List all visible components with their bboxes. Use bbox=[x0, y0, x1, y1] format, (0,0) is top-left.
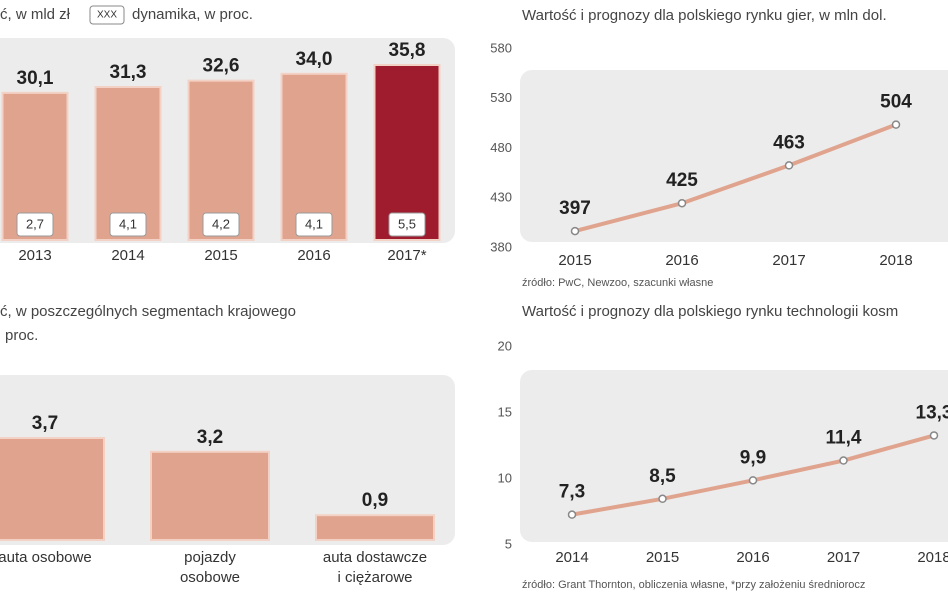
value-label: 463 bbox=[773, 132, 805, 153]
growth-box bbox=[202, 212, 240, 237]
growth-box bbox=[388, 212, 426, 237]
point bbox=[929, 431, 939, 440]
value-label: 32,6 bbox=[203, 56, 240, 77]
growth-box bbox=[16, 212, 54, 237]
value-label: 397 bbox=[559, 198, 591, 219]
line bbox=[574, 122, 897, 234]
value-label: 11,4 bbox=[826, 428, 862, 449]
x-tick-label: pojazdy bbox=[184, 549, 236, 566]
x-tick-label: 2015 bbox=[204, 247, 237, 264]
value-label: 34,0 bbox=[296, 49, 333, 70]
value-label: 7,3 bbox=[559, 482, 585, 503]
point bbox=[567, 510, 577, 519]
x-tick-label: auta dostawcze bbox=[323, 549, 427, 566]
chart-title: proc. bbox=[5, 327, 38, 344]
bar bbox=[315, 514, 435, 542]
x-tick-label: i ciężarowe bbox=[337, 569, 412, 586]
x-tick-label: 2016 bbox=[665, 252, 698, 269]
x-tick-label: 2017 bbox=[772, 252, 805, 269]
y-tick-label: 5 bbox=[505, 536, 512, 551]
chart-title: Wartość i prognozy dla polskiego rynku g… bbox=[522, 7, 887, 24]
value-label: 0,9 bbox=[362, 490, 388, 511]
x-tick-label: 2014 bbox=[111, 247, 144, 264]
legend-box bbox=[89, 5, 125, 25]
legend-box-label: XXX bbox=[97, 10, 117, 21]
panel bbox=[520, 70, 948, 242]
x-tick-label: 2018 bbox=[917, 549, 948, 566]
value-label: 9,9 bbox=[740, 447, 766, 468]
source: źródło: PwC, Newzoo, szacunki własne bbox=[522, 277, 713, 289]
x-tick-label: osobowe bbox=[180, 569, 240, 586]
value-label: 3,7 bbox=[32, 413, 58, 434]
x-tick-label: 2018 bbox=[879, 252, 912, 269]
point bbox=[677, 198, 687, 208]
growth-label: 4,2 bbox=[212, 216, 230, 231]
value-label: 504 bbox=[880, 92, 912, 113]
value-label: 425 bbox=[666, 170, 698, 191]
panel bbox=[520, 370, 948, 542]
x-tick-label: 2016 bbox=[736, 549, 769, 566]
point bbox=[748, 476, 758, 485]
x-tick-label: 2014 bbox=[555, 549, 588, 566]
y-tick-label: 20 bbox=[498, 338, 512, 353]
source: źródło: Grant Thornton, obliczenia własn… bbox=[522, 579, 865, 591]
chart-title: ć, w poszczególnych segmentach krajowego bbox=[0, 303, 296, 320]
legend-label: dynamika, w proc. bbox=[132, 6, 253, 23]
chart-title: ć, w mld zł bbox=[0, 6, 71, 23]
x-tick-label: 2017 bbox=[827, 549, 860, 566]
growth-label: 4,1 bbox=[305, 216, 323, 231]
growth-label: 4,1 bbox=[119, 216, 137, 231]
point bbox=[658, 494, 667, 504]
value-label: 3,2 bbox=[197, 427, 223, 448]
growth-box bbox=[109, 212, 147, 237]
value-label: 8,5 bbox=[649, 466, 676, 487]
x-tick-label: 2016 bbox=[297, 247, 330, 264]
x-tick-label: 2013 bbox=[18, 247, 51, 264]
x-tick-label: 2017* bbox=[387, 247, 426, 264]
chart-title: Wartość i prognozy dla polskiego rynku t… bbox=[522, 303, 898, 320]
bar bbox=[0, 437, 105, 541]
point bbox=[784, 161, 794, 170]
value-label: 13,3 bbox=[916, 402, 948, 423]
y-tick-label: 15 bbox=[498, 404, 512, 419]
growth-label: 5,5 bbox=[398, 216, 416, 231]
y-tick-label: 10 bbox=[498, 470, 512, 485]
point bbox=[839, 456, 848, 465]
value-label: 30,1 bbox=[17, 68, 54, 89]
x-tick-label: 2015 bbox=[558, 252, 591, 269]
value-label: 31,3 bbox=[110, 62, 147, 83]
x-tick-label: 2015 bbox=[646, 549, 679, 566]
bar bbox=[280, 72, 348, 241]
point bbox=[891, 120, 901, 129]
bar bbox=[373, 64, 441, 241]
y-tick-label: 480 bbox=[490, 140, 512, 155]
bar bbox=[150, 450, 270, 541]
point bbox=[570, 226, 580, 236]
y-tick-label: 430 bbox=[490, 190, 512, 205]
y-tick-label: 530 bbox=[490, 90, 512, 105]
x-tick-label: auta osobowe bbox=[0, 549, 92, 566]
growth-label: 2,7 bbox=[26, 216, 44, 231]
value-label: 35,8 bbox=[389, 40, 426, 61]
y-tick-label: 380 bbox=[490, 239, 512, 254]
growth-box bbox=[295, 212, 333, 237]
y-tick-label: 580 bbox=[490, 40, 512, 55]
